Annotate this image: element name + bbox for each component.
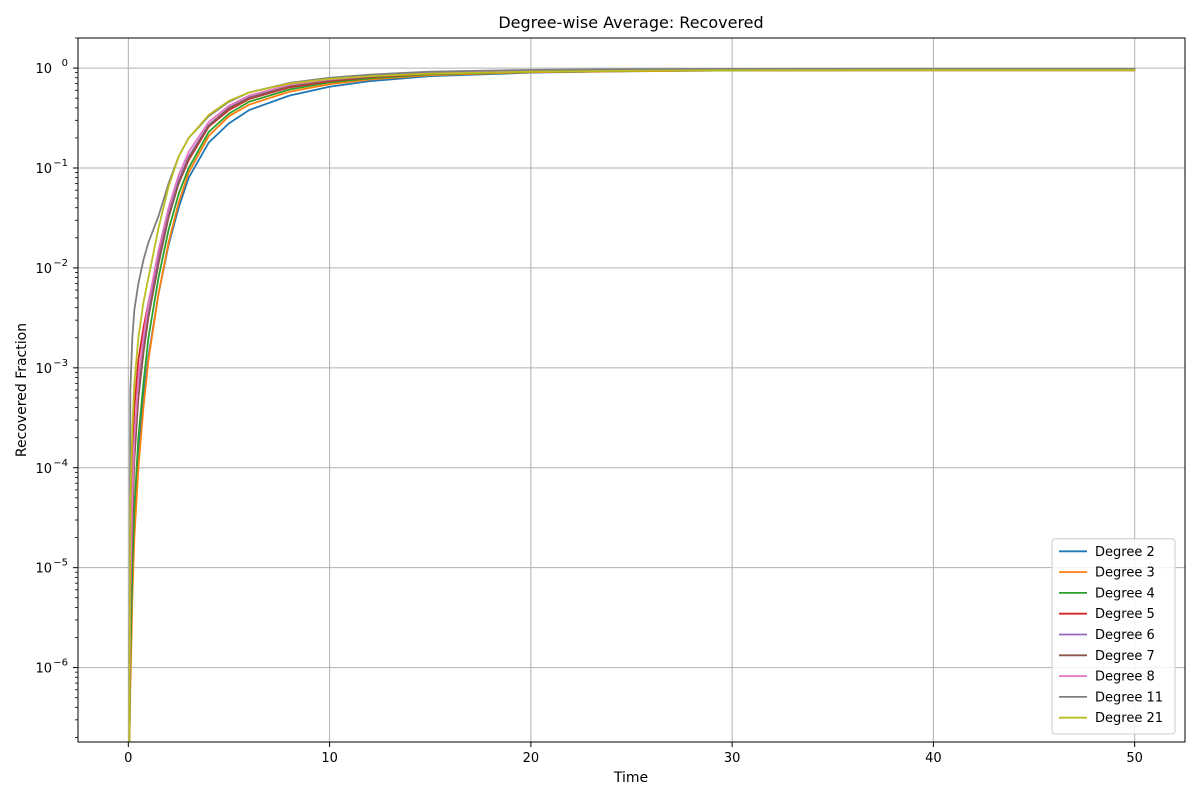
series-layer bbox=[128, 67, 1136, 742]
y-tick-exponent: −6 bbox=[53, 658, 68, 669]
x-axis-label: Time bbox=[613, 770, 648, 786]
x-tick-label: 20 bbox=[523, 751, 540, 766]
y-tick-label: 10 bbox=[35, 562, 52, 577]
legend-label: Degree 6 bbox=[1095, 628, 1155, 643]
legend-label: Degree 4 bbox=[1095, 586, 1155, 601]
y-tick-exponent: −5 bbox=[53, 558, 68, 569]
x-tick-label: 50 bbox=[1126, 751, 1143, 766]
x-tick-label: 30 bbox=[724, 751, 741, 766]
legend-label: Degree 5 bbox=[1095, 607, 1155, 622]
x-tick-label: 0 bbox=[124, 751, 132, 766]
legend-label: Degree 7 bbox=[1095, 649, 1155, 664]
y-tick-label: 10 bbox=[35, 62, 52, 77]
y-tick-exponent: 0 bbox=[62, 58, 68, 69]
legend: Degree 2 Degree 3 Degree 4 Degree 5 Degree 6… bbox=[1051, 538, 1176, 735]
chart-title: Degree-wise Average: Recovered bbox=[498, 13, 763, 32]
y-tick-label: 10 bbox=[35, 262, 52, 277]
x-tick-label: 10 bbox=[321, 751, 338, 766]
y-axis-label: Recovered Fraction bbox=[14, 323, 30, 457]
legend-label: Degree 11 bbox=[1095, 690, 1163, 705]
legend-box bbox=[1051, 538, 1176, 735]
y-tick-label: 10 bbox=[35, 162, 52, 177]
y-tick-exponent: −1 bbox=[53, 158, 68, 169]
legend-label: Degree 8 bbox=[1095, 670, 1155, 685]
y-tick-label: 10 bbox=[35, 662, 52, 677]
y-tick-label: 10 bbox=[35, 362, 52, 377]
y-tick-exponent: −4 bbox=[53, 458, 68, 469]
y-tick-exponent: −2 bbox=[53, 258, 68, 269]
series-line-degree-21 bbox=[128, 69, 1136, 742]
legend-label: Degree 2 bbox=[1095, 545, 1155, 560]
x-tick-label: 40 bbox=[925, 751, 942, 766]
y-tick-label: 10 bbox=[35, 462, 52, 477]
legend-label: Degree 3 bbox=[1095, 566, 1155, 581]
legend-label: Degree 21 bbox=[1095, 711, 1163, 726]
y-tick-exponent: −3 bbox=[53, 358, 68, 369]
